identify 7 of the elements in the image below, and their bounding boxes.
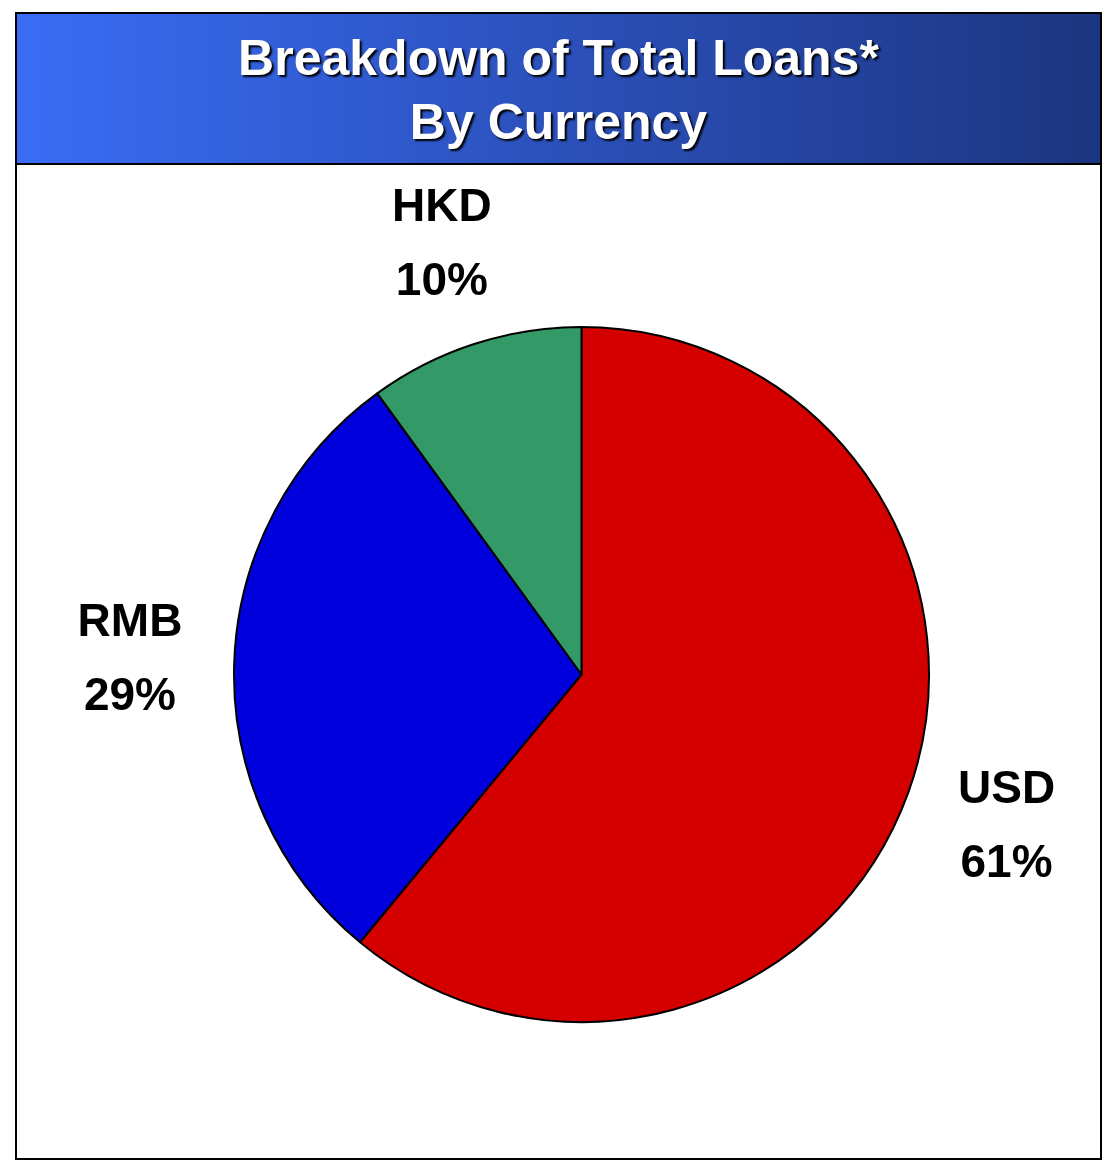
chart-title: Breakdown of Total Loans* By Currency [17, 14, 1100, 165]
slice-label: HKD [392, 178, 492, 231]
data-label: 61% [960, 835, 1053, 888]
slice-label: USD [957, 761, 1056, 814]
data-label: 29% [83, 668, 177, 720]
slice-label: RMB [77, 594, 183, 646]
data-label: 10% [395, 252, 488, 305]
